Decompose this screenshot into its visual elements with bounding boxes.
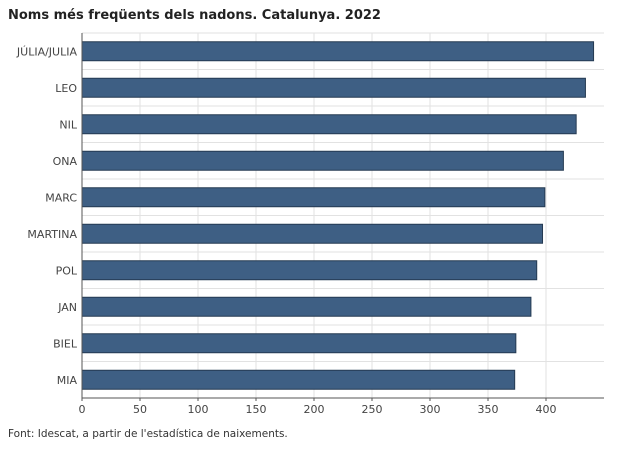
category-label-3: ONA <box>53 155 78 168</box>
category-label-6: POL <box>56 264 78 277</box>
source-note: Font: Idescat, a partir de l'estadística… <box>8 428 288 440</box>
bar-0[interactable] <box>81 41 595 62</box>
grid-lines <box>82 32 604 398</box>
bar-2[interactable] <box>81 114 577 135</box>
category-label-5: MARTINA <box>27 228 77 241</box>
bar-5[interactable] <box>81 223 544 244</box>
x-tick-label-0: 0 <box>79 403 86 416</box>
x-tick-label-4: 200 <box>304 403 325 416</box>
bar-4[interactable] <box>81 187 546 208</box>
category-label-7: JAN <box>57 301 77 314</box>
bar-9[interactable] <box>81 369 516 390</box>
category-labels: JÚLIA/JULIA LEO NIL ONA MARC MARTINA POL JAN BIE… <box>16 45 78 387</box>
x-tick-label-5: 250 <box>362 403 383 416</box>
bars <box>81 41 595 390</box>
x-tick-label-3: 150 <box>246 403 267 416</box>
bar-1[interactable] <box>81 77 586 98</box>
axes <box>81 33 604 401</box>
category-label-4: MARC <box>45 191 77 204</box>
chart-title: Noms més freqüents dels nadons. Cataluny… <box>8 8 381 23</box>
x-tick-label-1: 50 <box>133 403 147 416</box>
category-label-0: JÚLIA/JULIA <box>16 45 78 58</box>
category-label-1: LEO <box>55 82 77 95</box>
x-tick-label-6: 300 <box>420 403 441 416</box>
x-tick-label-7: 350 <box>478 403 499 416</box>
x-tick-labels: 0 50 100 150 200 250 300 350 400 <box>79 403 557 416</box>
category-label-9: MIA <box>57 374 78 387</box>
x-tick-label-8: 400 <box>536 403 557 416</box>
x-tick-label-2: 100 <box>188 403 209 416</box>
bar-3[interactable] <box>81 150 564 171</box>
bar-7[interactable] <box>81 296 532 317</box>
category-label-2: NIL <box>59 118 77 131</box>
bar-6[interactable] <box>81 260 538 281</box>
category-label-8: BIEL <box>53 337 78 350</box>
bar-8[interactable] <box>81 333 517 354</box>
